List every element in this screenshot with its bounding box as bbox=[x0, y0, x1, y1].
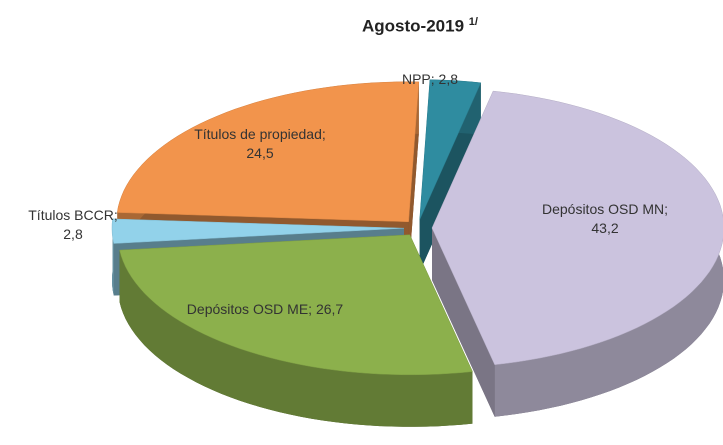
slice-top bbox=[119, 234, 473, 376]
data-label: NPP; 2,8 bbox=[365, 70, 495, 89]
slice-top bbox=[419, 79, 482, 220]
slice-top bbox=[111, 218, 405, 244]
slice-top bbox=[431, 90, 723, 365]
label-value: 43,2 bbox=[591, 220, 619, 236]
label-name: NPP bbox=[401, 71, 431, 87]
label-separator: ; bbox=[664, 201, 672, 217]
label-name: Títulos de propiedad bbox=[194, 126, 322, 142]
data-label: Depósitos OSD MN; 43,2 bbox=[540, 200, 670, 238]
label-value: 2,8 bbox=[438, 71, 459, 87]
label-separator: ; bbox=[430, 71, 439, 87]
slice bbox=[431, 90, 723, 417]
slice-edge bbox=[432, 228, 495, 417]
slice-wall bbox=[112, 218, 114, 296]
label-value: 26,7 bbox=[315, 301, 344, 317]
label-separator: ; bbox=[321, 126, 330, 142]
chart-title-box: Agosto-2019 1/ bbox=[320, 16, 520, 37]
slice-wall bbox=[119, 250, 473, 427]
label-value: 2,8 bbox=[63, 226, 83, 242]
title-note: 1/ bbox=[468, 16, 478, 28]
chart-title: Agosto-2019 bbox=[362, 16, 465, 36]
label-separator: ; bbox=[308, 301, 316, 317]
data-label: Títulos de propiedad; 24,5 bbox=[185, 125, 335, 163]
slice bbox=[119, 234, 473, 427]
data-label: Depósitos OSD ME; 26,7 bbox=[170, 300, 360, 319]
slice-top bbox=[117, 81, 420, 223]
label-separator: ; bbox=[113, 207, 122, 223]
label-name: Depósitos OSD ME bbox=[186, 301, 309, 317]
label-name: Depósitos OSD MN bbox=[541, 201, 665, 217]
label-value: 24,5 bbox=[246, 145, 274, 161]
data-label: Títulos BCCR; 2,8 bbox=[18, 206, 128, 244]
label-name: Títulos BCCR bbox=[28, 207, 114, 223]
